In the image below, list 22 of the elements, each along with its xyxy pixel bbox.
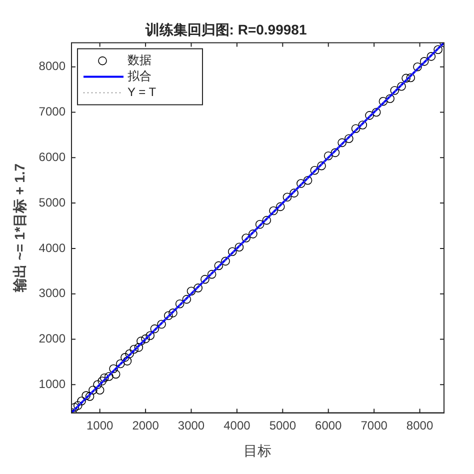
y-tick-label: 3000 bbox=[38, 286, 66, 300]
x-tick-label: 2000 bbox=[132, 418, 160, 432]
x-axis-title: 目标 bbox=[244, 442, 272, 458]
x-tick-label: 4000 bbox=[224, 418, 251, 432]
chart-title: 训练集回归图: R=0.99981 bbox=[144, 21, 307, 38]
y-axis-title: 输出 ~= 1*目标 + 1.7 bbox=[11, 163, 28, 294]
x-tick-label: 3000 bbox=[178, 418, 205, 432]
x-tick-label: 1000 bbox=[86, 418, 114, 432]
legend-label: 拟合 bbox=[127, 69, 152, 84]
y-tick-label: 4000 bbox=[38, 240, 66, 255]
legend-label: 数据 bbox=[127, 53, 152, 68]
y-tick-label: 2000 bbox=[38, 332, 66, 346]
y-tick-label: 6000 bbox=[38, 150, 66, 164]
x-tick-label: 6000 bbox=[315, 418, 342, 432]
y-tick-label: 1000 bbox=[38, 376, 66, 391]
y-tick-label: 5000 bbox=[38, 195, 66, 210]
x-tick-label: 8000 bbox=[406, 418, 434, 432]
y-tick-label: 8000 bbox=[38, 59, 66, 74]
x-tick-label: 7000 bbox=[360, 418, 388, 432]
y-tick-label: 7000 bbox=[38, 104, 66, 119]
x-tick-label: 5000 bbox=[269, 418, 296, 432]
legend-label: Y = T bbox=[127, 85, 157, 100]
